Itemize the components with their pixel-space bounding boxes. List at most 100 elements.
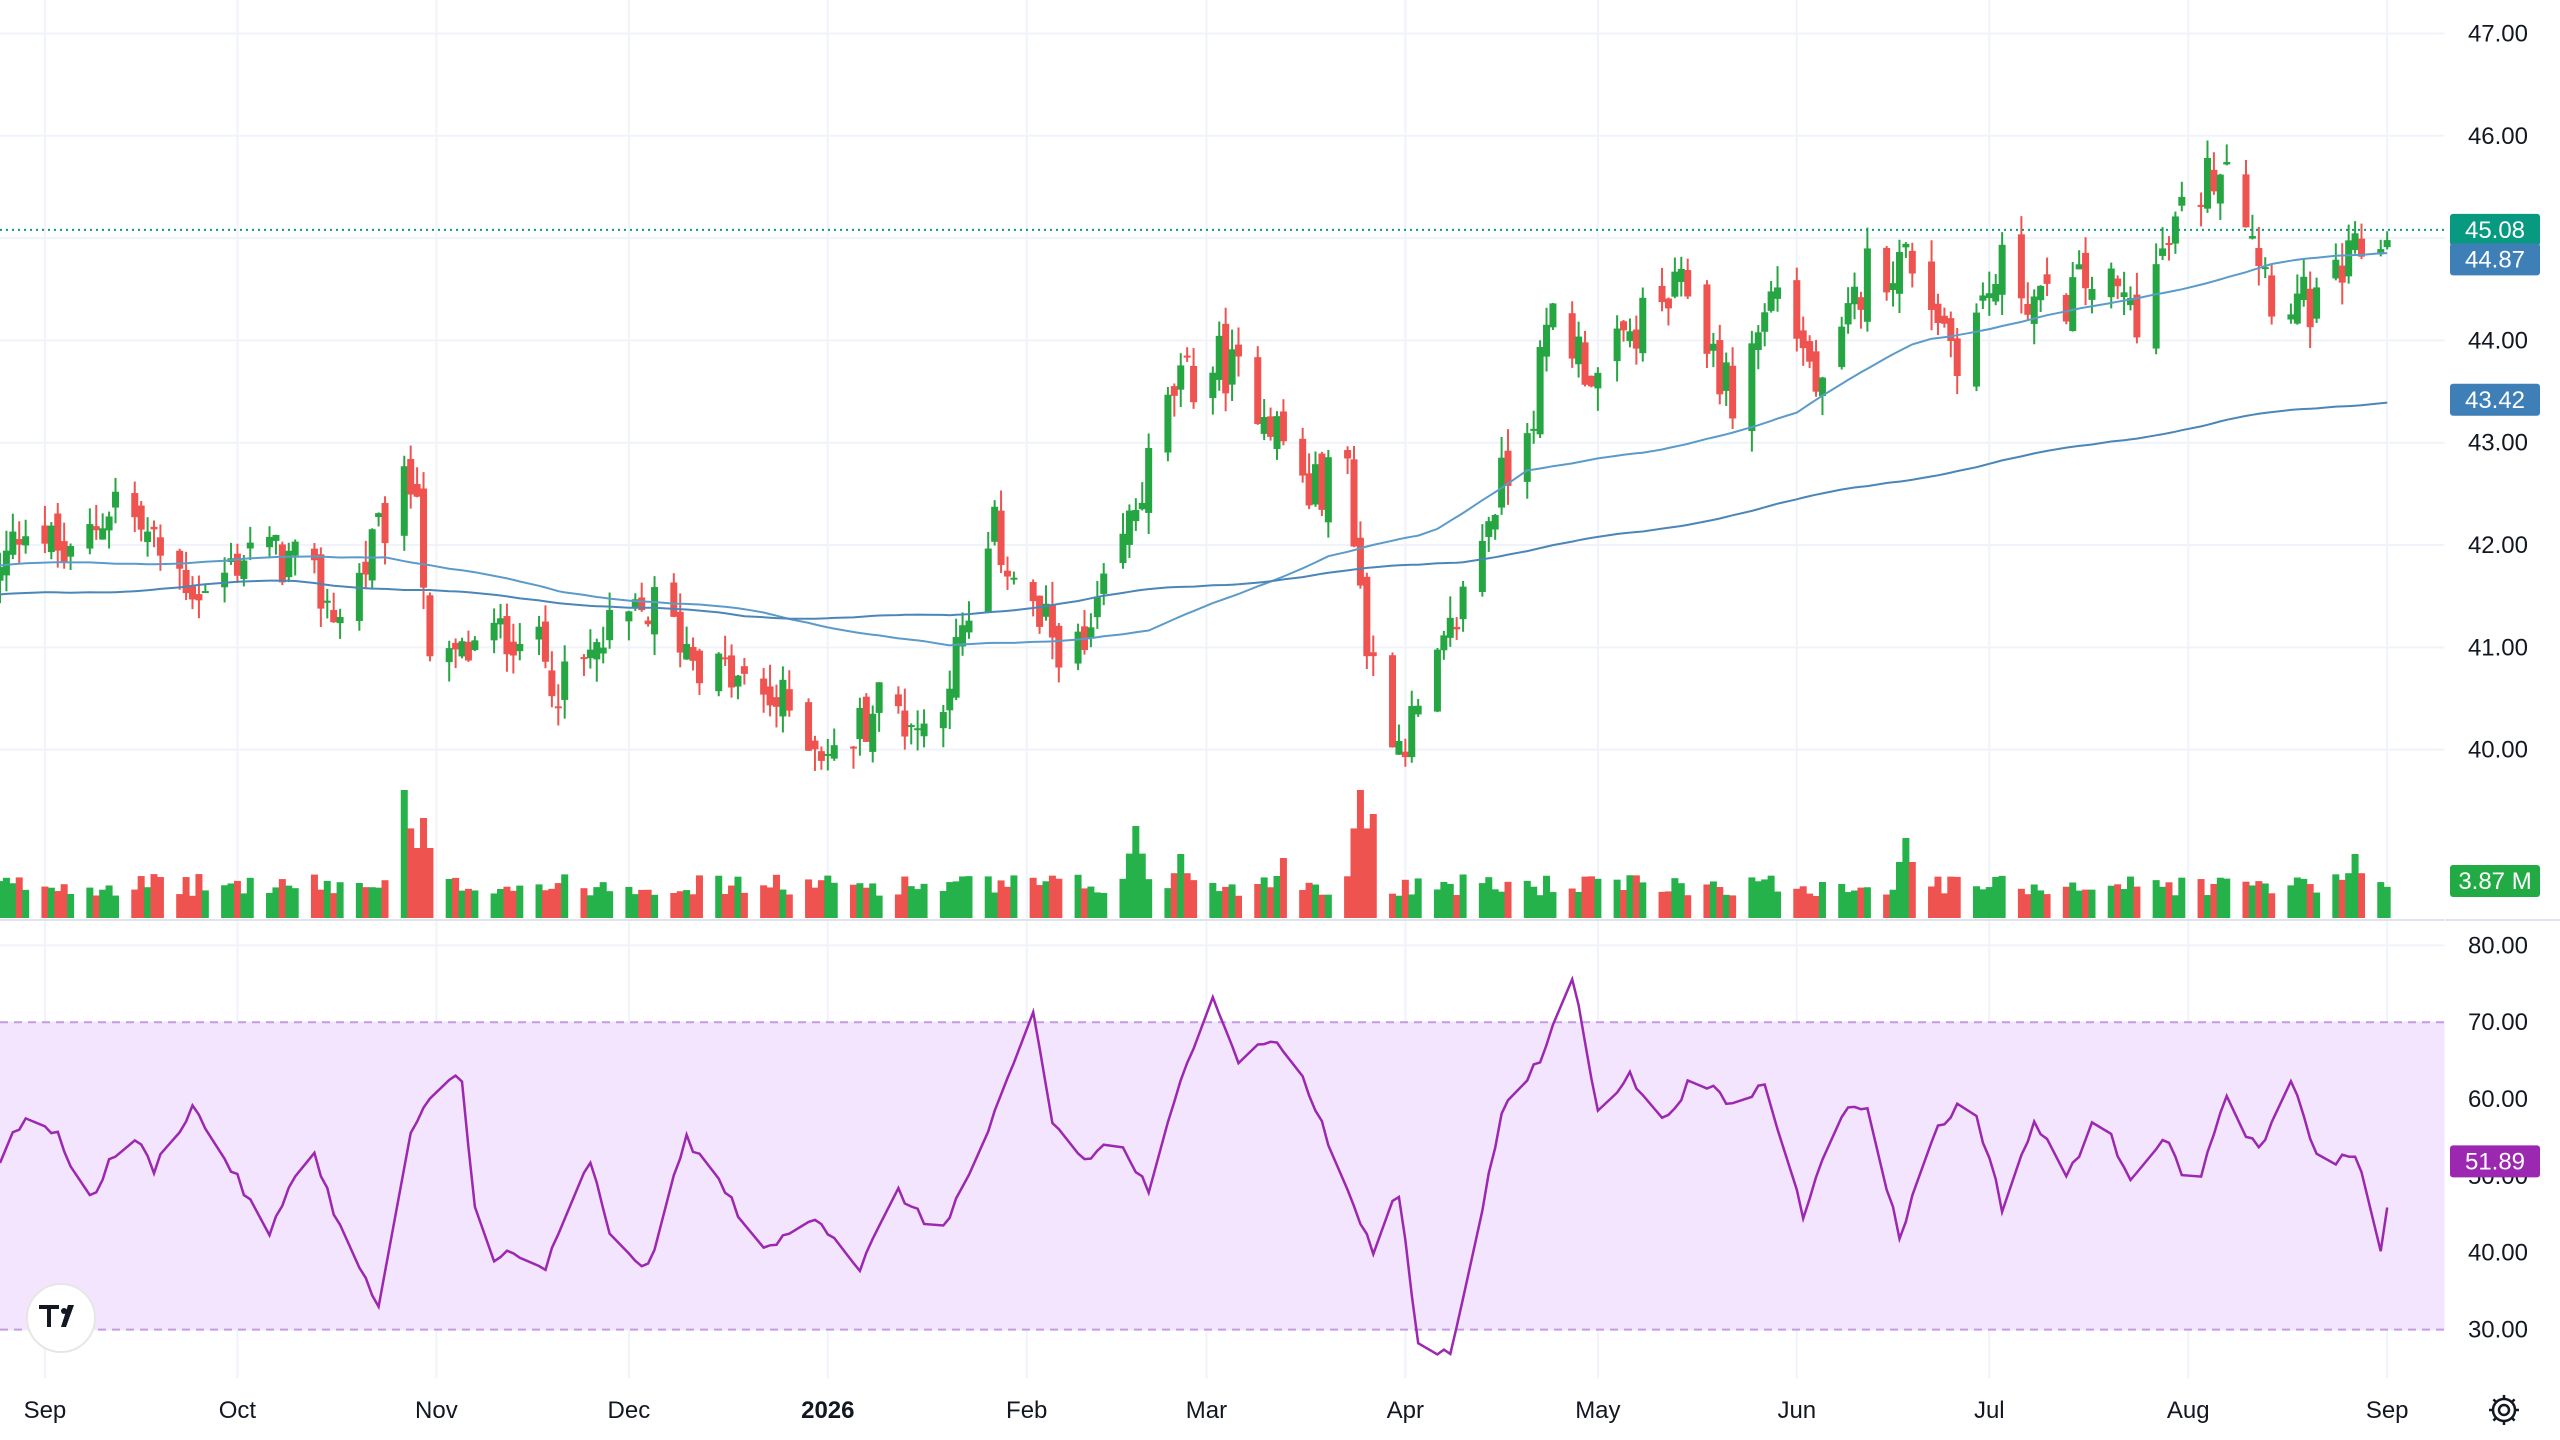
tradingview-logo[interactable] [26, 1283, 96, 1353]
candle-body [805, 702, 813, 751]
candle-body [830, 745, 838, 759]
volume-bar [1799, 886, 1807, 918]
candle-body [580, 657, 588, 660]
volume-bar [1055, 878, 1063, 918]
candle-body [2152, 264, 2160, 349]
volume-bar [984, 876, 992, 918]
volume-bar [1145, 879, 1153, 918]
volume-bar [683, 890, 691, 918]
volume-bar [1671, 878, 1679, 918]
candle-body [9, 531, 17, 555]
volume-bar [1273, 876, 1281, 918]
candle-body [1722, 362, 1730, 391]
candle-body [291, 541, 299, 556]
candle-body [1889, 283, 1897, 291]
candle-body [1446, 617, 1454, 638]
volume-bar [0, 881, 4, 918]
candle-body [651, 587, 659, 635]
candle-body [1857, 297, 1865, 310]
candle-body [1863, 248, 1871, 322]
volume-bar [195, 874, 203, 918]
volume-bar [869, 883, 877, 918]
volume-bar [2242, 881, 2250, 918]
volume-bar [1883, 894, 1891, 918]
gear-icon[interactable] [2489, 1395, 2519, 1425]
candle-body [1908, 250, 1916, 274]
candle-body [1793, 280, 1801, 339]
volume-bar [734, 876, 742, 918]
volume-bar [939, 891, 947, 918]
candle-body [1260, 417, 1268, 434]
volume-bar [1575, 891, 1583, 918]
candle-body [272, 534, 280, 541]
candle-body [503, 616, 511, 655]
time-axis[interactable]: Sep Oct Nov Dec 2026 Feb Mar Apr May Jun Jul Aug Sep [24, 1397, 2409, 1424]
volume-bar [1029, 877, 1037, 918]
volume-bar [1312, 884, 1320, 918]
volume-bar [824, 875, 832, 918]
volume-bar [1080, 888, 1088, 918]
candle-body [1581, 342, 1589, 385]
volume-bar [41, 886, 49, 918]
volume-bar [670, 893, 678, 918]
candle-body [1440, 635, 1448, 651]
candle-body [2261, 267, 2269, 270]
candle-body [86, 524, 94, 549]
volume-bar [805, 879, 813, 918]
volume-bar [1953, 876, 1961, 918]
candle-body [1972, 312, 1980, 387]
volume-bar [1613, 879, 1621, 918]
candle-body [1549, 303, 1557, 328]
candle-body [766, 686, 774, 706]
candle-body [22, 536, 30, 546]
volume-bar [1453, 894, 1461, 918]
candle-body [785, 689, 793, 711]
time-tick-label: Jul [1974, 1397, 2005, 1424]
volume-bar [278, 879, 286, 918]
candle-body [1953, 338, 1961, 376]
candle-body [381, 502, 389, 544]
candle-body [1036, 595, 1044, 627]
volume-bar [817, 880, 825, 918]
volume-bar [2293, 877, 2301, 918]
volume-bar [599, 882, 607, 918]
candle-body [1183, 355, 1191, 358]
volume-bar [606, 891, 614, 918]
volume-bar [291, 888, 299, 918]
volume-bar [413, 848, 421, 918]
candle-body [1478, 540, 1486, 592]
candle-body [914, 728, 922, 731]
price-axis[interactable]: 47.00 46.00 44.00 43.00 42.00 41.00 40.00 [2444, 0, 2528, 1378]
candle-body [606, 610, 614, 641]
candle-body [1048, 604, 1056, 638]
candle-body [490, 622, 498, 641]
candle-body [99, 528, 107, 540]
candle-body [715, 653, 723, 692]
time-tick-label: Sep [24, 1397, 67, 1424]
volume-bar [1934, 876, 1942, 918]
volume-bar [330, 893, 338, 918]
candle-body [2171, 216, 2179, 244]
candle-body [728, 655, 736, 688]
volume-bar [131, 889, 139, 918]
candle-body [2178, 196, 2186, 206]
candle-body [541, 621, 549, 662]
ma-slow-badge: 43.42 [2465, 387, 2525, 414]
candle-body [445, 648, 453, 663]
volume-bar [246, 877, 254, 918]
candle-body [1748, 343, 1756, 432]
volume-bar [2332, 874, 2340, 918]
volume-bar [548, 888, 556, 918]
volume-bar [2306, 884, 2314, 918]
volume-bar [1074, 874, 1082, 918]
time-tick-label: Mar [1186, 1397, 1227, 1424]
volume-bar [1369, 814, 1377, 918]
candle-body [869, 713, 877, 752]
volume-bar [907, 886, 915, 918]
volume-bar [1716, 887, 1724, 918]
volume-bar [779, 889, 787, 918]
volume-bar [2313, 892, 2321, 918]
